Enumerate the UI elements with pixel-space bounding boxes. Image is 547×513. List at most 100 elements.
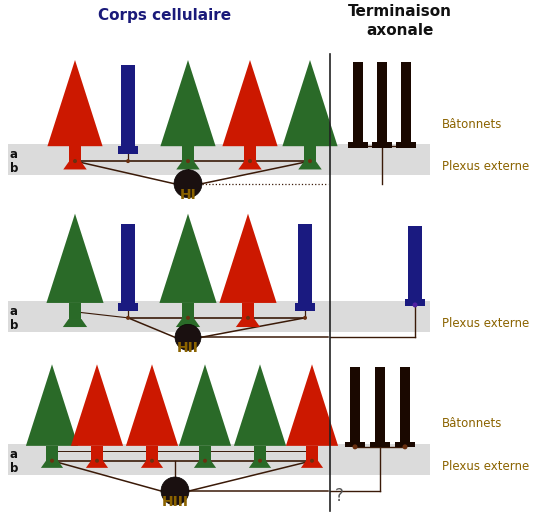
Circle shape [161,477,189,505]
Polygon shape [160,60,216,146]
Text: Bâtonnets: Bâtonnets [442,117,502,131]
Circle shape [150,459,154,463]
Text: a: a [10,305,18,318]
Polygon shape [63,319,87,327]
Circle shape [126,316,130,320]
Circle shape [126,159,130,163]
Bar [372,142,392,148]
Circle shape [50,459,54,463]
Polygon shape [176,319,200,327]
Polygon shape [46,214,103,303]
Polygon shape [176,162,200,169]
Polygon shape [26,364,78,446]
Circle shape [73,159,77,163]
Text: b: b [10,462,19,475]
Bar [8,301,430,332]
Text: Plexus externe: Plexus externe [442,460,529,473]
Bar [242,303,254,319]
Bar [348,142,368,148]
Polygon shape [41,461,63,468]
Bar [353,62,363,142]
Bar [375,367,385,442]
Bar [68,303,82,319]
Bar [118,303,138,311]
Text: Plexus externe: Plexus externe [442,317,529,330]
Polygon shape [234,364,286,446]
Bar [254,446,266,461]
Bar [377,62,387,142]
Polygon shape [63,162,87,169]
Circle shape [310,459,314,463]
Text: Bâtonnets: Bâtonnets [442,418,502,430]
Bar [69,146,81,162]
Bar [295,303,315,311]
Polygon shape [48,60,103,146]
Circle shape [412,303,417,307]
Circle shape [175,324,201,350]
Circle shape [303,316,307,320]
Text: b: b [10,319,19,332]
Circle shape [203,459,207,463]
Polygon shape [301,461,323,468]
Text: Plexus externe: Plexus externe [442,161,529,173]
Text: HII: HII [177,341,199,356]
Bar [306,446,318,461]
Bar [345,442,365,447]
Bar [121,65,135,146]
Bar [91,446,103,461]
Text: ?: ? [335,487,344,505]
Polygon shape [282,60,337,146]
Polygon shape [236,319,260,327]
Circle shape [248,159,252,163]
Text: a: a [10,148,18,161]
Bar [199,446,211,461]
Circle shape [95,459,99,463]
Bar [370,442,390,447]
Bar [400,367,410,442]
Circle shape [186,316,190,320]
Bar [395,442,415,447]
Text: a: a [10,448,18,461]
Bar [298,224,312,303]
Polygon shape [238,162,261,169]
Polygon shape [159,214,217,303]
Circle shape [403,444,408,449]
Bar [405,299,425,306]
Bar [408,226,422,299]
Circle shape [186,159,190,163]
Polygon shape [86,461,108,468]
Polygon shape [219,214,277,303]
Bar [182,146,194,162]
Bar [8,144,430,175]
Polygon shape [298,162,322,169]
Bar [121,224,135,303]
Circle shape [352,444,358,449]
Bar [146,446,158,461]
Circle shape [308,159,312,163]
Text: Terminaison
axonale: Terminaison axonale [348,4,452,37]
Bar [396,142,416,148]
Polygon shape [249,461,271,468]
Text: HIII: HIII [161,495,189,509]
Polygon shape [71,364,123,446]
Bar [118,146,138,154]
Text: Corps cellulaire: Corps cellulaire [98,8,231,23]
Bar [350,367,360,442]
Polygon shape [194,461,216,468]
Polygon shape [126,364,178,446]
Circle shape [174,170,202,198]
Polygon shape [141,461,163,468]
Polygon shape [179,364,231,446]
Text: HI: HI [179,188,196,202]
Bar [46,446,58,461]
Bar [244,146,256,162]
Circle shape [246,316,250,320]
Circle shape [258,459,262,463]
Polygon shape [223,60,277,146]
Bar [8,444,430,475]
Bar [304,146,316,162]
Bar [182,303,194,319]
Bar [401,62,411,142]
Polygon shape [286,364,338,446]
Text: b: b [10,162,19,175]
